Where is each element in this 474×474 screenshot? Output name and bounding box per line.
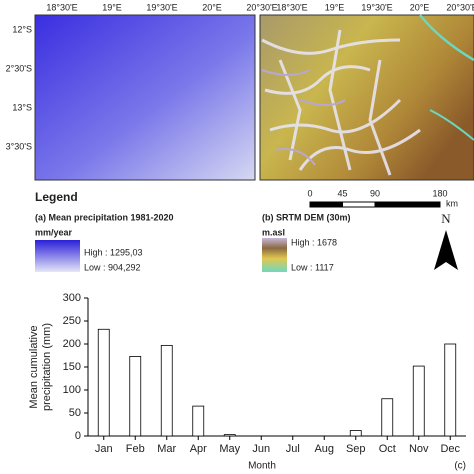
bar <box>349 430 362 437</box>
lat-tick-label: 12°S <box>12 24 32 34</box>
lon-tick-label: 20°E <box>202 2 222 12</box>
y-tick-label: 0 <box>75 430 81 442</box>
lon-tick-label: 19°E <box>325 2 345 12</box>
x-tick-label: Dec <box>440 443 460 455</box>
scale-label: 0 <box>307 188 312 198</box>
dem-unit: m.asl <box>262 227 285 237</box>
x-tick-label: Jul <box>286 443 300 455</box>
x-tick-label: Aug <box>314 443 334 455</box>
lon-tick-label: 18°30'E <box>276 2 307 12</box>
dem-low: Low : 1117 <box>291 262 334 272</box>
dem-high: High : 1678 <box>291 237 337 247</box>
x-tick-label: Apr <box>190 443 207 455</box>
precip-high: High : 1295,03 <box>84 247 143 257</box>
bar <box>223 434 236 437</box>
panel-label: (c) <box>454 461 466 472</box>
dem-map <box>259 14 474 181</box>
y-tick-label: 300 <box>63 292 81 304</box>
bar <box>192 405 205 437</box>
x-tick-label: Nov <box>409 443 429 455</box>
legend-title: Legend <box>35 190 78 204</box>
lon-tick-label: 20°30'E <box>446 2 474 12</box>
scale-label: 45 <box>337 188 347 198</box>
y-tick-label: 250 <box>63 315 81 327</box>
bar <box>160 344 173 437</box>
bar <box>412 365 425 437</box>
lon-tick-label: 19°E <box>102 2 122 12</box>
scale-segment <box>342 201 376 208</box>
north-label: N <box>441 211 451 226</box>
precip-low: Low : 904,292 <box>84 262 141 272</box>
dem-title: (b) SRTM DEM (30m) <box>262 212 351 222</box>
lon-tick-label: 19°30'E <box>146 2 177 12</box>
x-tick-label: Feb <box>126 443 145 455</box>
x-tick-label: Jun <box>252 443 270 455</box>
bar <box>381 398 394 437</box>
lon-tick-label: 20°E <box>410 2 430 12</box>
scale-segment <box>309 201 343 208</box>
x-tick-label: Mar <box>157 443 176 455</box>
y-tick-label: 100 <box>63 384 81 396</box>
y-tick-label: 50 <box>69 407 81 419</box>
x-tick-label: Jan <box>95 443 113 455</box>
y-tick-label: 150 <box>63 361 81 373</box>
x-tick-label: Oct <box>379 443 396 455</box>
precip-title: (a) Mean precipitation 1981-2020 <box>35 212 174 222</box>
lon-tick-label: 20°30'E <box>246 2 277 12</box>
bar <box>444 343 457 437</box>
north-arrow: N <box>434 211 458 270</box>
precip-unit: mm/year <box>35 227 73 237</box>
y-axis-title: Mean cumulative <box>28 325 40 408</box>
lat-tick-label: 3°30'S <box>6 141 32 151</box>
scale-unit: km <box>446 198 458 208</box>
x-tick-label: May <box>219 443 240 455</box>
lon-tick-label: 19°30'E <box>361 2 392 12</box>
scale-segment <box>374 201 441 208</box>
bar <box>97 328 110 437</box>
bar <box>129 356 142 437</box>
x-axis-title: Month <box>248 461 276 472</box>
dem-ramp <box>262 238 287 272</box>
y-tick-label: 200 <box>63 338 81 350</box>
lat-tick-label: 13°S <box>12 102 32 112</box>
scale-label: 90 <box>370 188 380 198</box>
x-tick-label: Sep <box>346 443 366 455</box>
lon-tick-label: 18°30'E <box>46 2 77 12</box>
precip-ramp <box>35 240 80 272</box>
y-axis-title: precipitation (mm) <box>41 323 53 411</box>
lat-tick-label: 2°30'S <box>6 63 32 73</box>
precip-map <box>34 14 256 181</box>
scale-label: 180 <box>432 188 447 198</box>
